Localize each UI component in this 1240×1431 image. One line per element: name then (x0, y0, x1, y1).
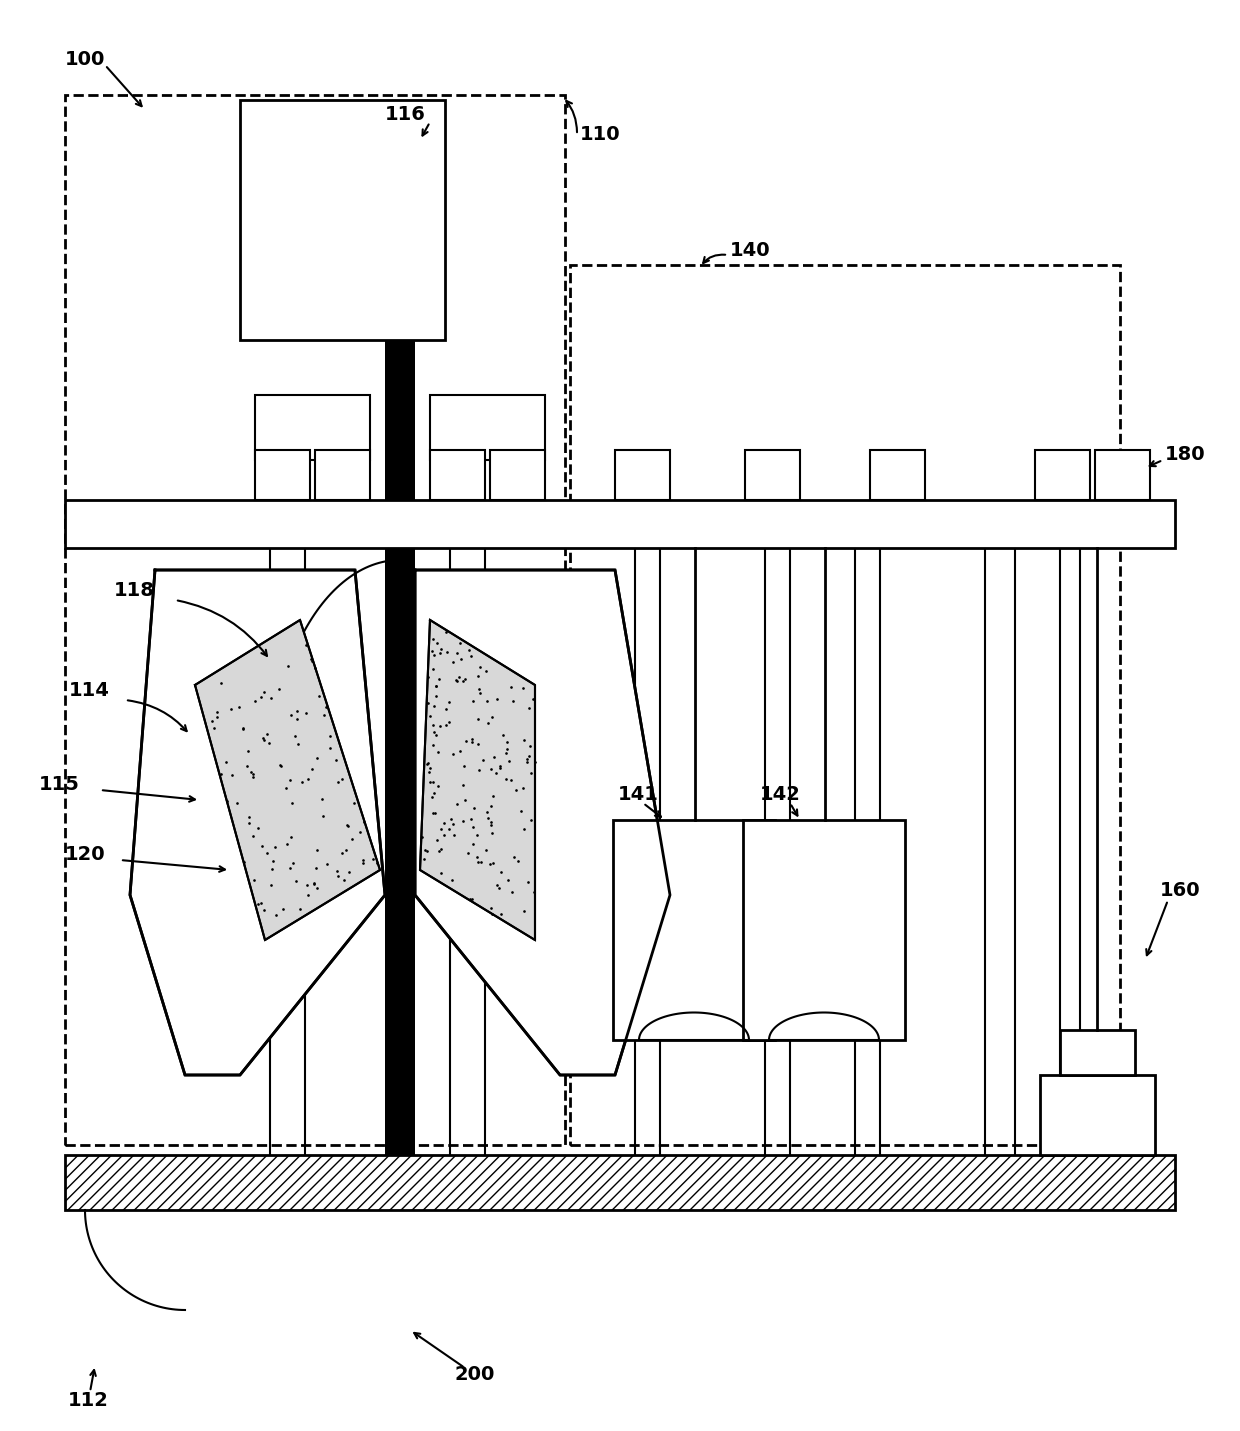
Polygon shape (415, 570, 670, 1075)
Bar (384, 548, 415, 1155)
Bar (64, 1155, 1176, 1211)
Bar (613, 820, 775, 1040)
Bar (743, 820, 905, 1040)
Bar (255, 449, 310, 499)
Bar (870, 449, 925, 499)
Polygon shape (130, 570, 384, 1075)
Bar (64, 94, 565, 1145)
Text: 118: 118 (114, 581, 155, 600)
Text: 110: 110 (580, 126, 621, 145)
Text: 140: 140 (730, 240, 770, 259)
Text: 120: 120 (64, 846, 105, 864)
Text: 141: 141 (618, 786, 658, 804)
Bar (241, 100, 445, 341)
Text: 100: 100 (64, 50, 105, 69)
Bar (315, 449, 370, 499)
Text: 116: 116 (384, 106, 425, 124)
Bar (570, 265, 1120, 1145)
Text: 114: 114 (69, 681, 110, 700)
Text: 115: 115 (40, 776, 81, 794)
Bar (64, 1155, 1176, 1211)
Bar (1060, 1030, 1135, 1075)
Bar (1040, 1075, 1154, 1155)
Bar (64, 499, 1176, 548)
Bar (490, 449, 546, 499)
Text: 200: 200 (455, 1365, 495, 1385)
Polygon shape (420, 620, 534, 940)
Bar (1095, 449, 1149, 499)
Bar (615, 449, 670, 499)
Polygon shape (195, 620, 379, 940)
Bar (1035, 449, 1090, 499)
Text: 180: 180 (1166, 445, 1205, 465)
Bar (745, 449, 800, 499)
Bar (255, 395, 370, 459)
Text: 142: 142 (760, 786, 801, 804)
Bar (430, 395, 546, 459)
Text: 112: 112 (68, 1391, 109, 1410)
Bar (384, 341, 415, 499)
Bar (430, 449, 485, 499)
Text: 160: 160 (1159, 880, 1200, 900)
